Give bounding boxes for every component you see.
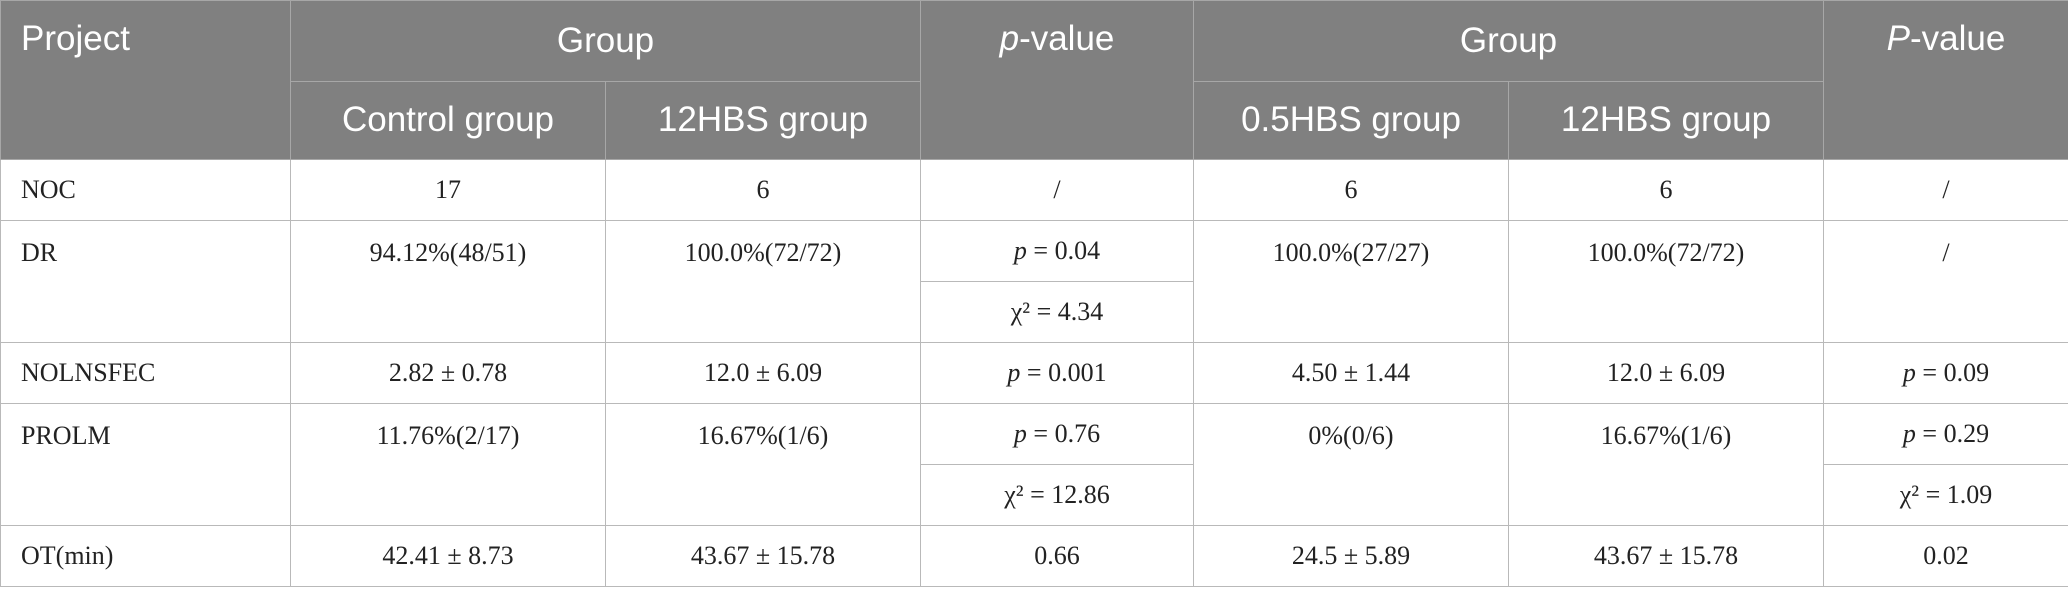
cell-pvalue-b: p = 0.29 [1823, 403, 2068, 465]
cell-chi-square-b: χ² = 1.09 [1823, 464, 2068, 526]
header-12hbs-group-a: 12HBS group [605, 80, 921, 161]
header-pvalue-b: P-value [1823, 0, 2068, 160]
cell-12hbs-b: 43.67 ± 15.78 [1508, 525, 1824, 587]
p-symbol: p [1013, 419, 1027, 448]
p-value: = 0.76 [1026, 419, 1101, 448]
cell-12hbs-a: 6 [605, 159, 921, 221]
cell-pvalue-a: p = 0.76 [920, 403, 1194, 465]
row-label: OT(min) [0, 525, 291, 587]
cell-pvalue-a: / [920, 159, 1194, 221]
header-pvalue-b-symbol: P [1886, 19, 1911, 58]
p-value: = 0.04 [1026, 236, 1101, 265]
p-symbol: p [1902, 419, 1916, 448]
cell-pvalue-b: / [1823, 159, 2068, 221]
cell-control: 42.41 ± 8.73 [290, 525, 606, 587]
row-label: NOLNSFEC [0, 342, 291, 404]
header-row-top: Project Group p-value Group P-value [0, 0, 2068, 160]
cell-05hbs: 4.50 ± 1.44 [1193, 342, 1509, 404]
p-value: = 0.29 [1915, 419, 1990, 448]
cell-pvalue-a: 0.66 [920, 525, 1194, 587]
cell-05hbs: 0%(0/6) [1193, 403, 1509, 526]
cell-05hbs: 24.5 ± 5.89 [1193, 525, 1509, 587]
cell-pvalue-a: p = 0.001 [920, 342, 1194, 404]
header-12hbs-group-b: 12HBS group [1508, 80, 1824, 161]
table-row-prolm: PROLM 11.76%(2/17) 16.67%(1/6) p = 0.76 … [0, 403, 2068, 526]
cell-pvalue-b: 0.02 [1823, 525, 2068, 587]
cell-control: 11.76%(2/17) [290, 403, 606, 526]
cell-control: 94.12%(48/51) [290, 220, 606, 343]
table-row-noc: NOC 17 6 / 6 6 / [0, 159, 2068, 221]
header-pvalue-a-text: -value [1019, 19, 1115, 58]
cell-12hbs-a: 12.0 ± 6.09 [605, 342, 921, 404]
cell-control: 17 [290, 159, 606, 221]
header-pvalue-a: p-value [920, 0, 1194, 160]
cell-control: 2.82 ± 0.78 [290, 342, 606, 404]
header-pvalue-b-text: -value [1910, 19, 2006, 58]
cell-12hbs-a: 43.67 ± 15.78 [605, 525, 921, 587]
cell-12hbs-b: 16.67%(1/6) [1508, 403, 1824, 526]
header-project: Project [0, 0, 291, 160]
table-row-ot: OT(min) 42.41 ± 8.73 43.67 ± 15.78 0.66 … [0, 525, 2068, 587]
cell-chi-square-a: χ² = 4.34 [920, 281, 1194, 343]
p-symbol: p [1007, 358, 1021, 387]
cell-pvalue-b: / [1823, 220, 2068, 343]
cell-12hbs-a: 100.0%(72/72) [605, 220, 921, 343]
table-row-nolnsfec: NOLNSFEC 2.82 ± 0.78 12.0 ± 6.09 p = 0.0… [0, 342, 2068, 404]
cell-12hbs-b: 12.0 ± 6.09 [1508, 342, 1824, 404]
cell-chi-square-a: χ² = 12.86 [920, 464, 1194, 526]
header-05hbs-group: 0.5HBS group [1193, 80, 1509, 161]
cell-pvalue-b: p = 0.09 [1823, 342, 2068, 404]
header-row-sub: Control group 12HBS group 0.5HBS group 1… [1, 80, 2068, 161]
p-value: = 0.001 [1020, 358, 1107, 387]
table-row-dr: DR 94.12%(48/51) 100.0%(72/72) p = 0.04 … [0, 220, 2068, 343]
cell-12hbs-b: 6 [1508, 159, 1824, 221]
cell-05hbs: 6 [1193, 159, 1509, 221]
header-pvalue-a-symbol: p [999, 19, 1020, 58]
cell-12hbs-b: 100.0%(72/72) [1508, 220, 1824, 343]
p-symbol: p [1013, 236, 1027, 265]
cell-pvalue-a: p = 0.04 [920, 220, 1194, 282]
header-control-group: Control group [290, 80, 606, 161]
p-value: = 0.09 [1915, 358, 1990, 387]
p-symbol: p [1902, 358, 1916, 387]
row-label: PROLM [0, 403, 291, 526]
row-label: NOC [0, 159, 291, 221]
table-row-dr-chi: χ² = 4.34 [1, 281, 2068, 343]
cell-05hbs: 100.0%(27/27) [1193, 220, 1509, 343]
row-label: DR [0, 220, 291, 343]
header-group-a: Group [290, 0, 921, 82]
cell-12hbs-a: 16.67%(1/6) [605, 403, 921, 526]
table-row-prolm-chi: χ² = 12.86 χ² = 1.09 [1, 464, 2068, 526]
header-group-b: Group [1193, 0, 1824, 82]
